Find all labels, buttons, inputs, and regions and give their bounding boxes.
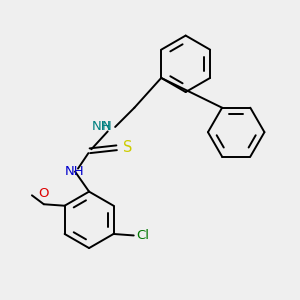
Text: N: N xyxy=(102,121,112,134)
Text: Cl: Cl xyxy=(137,229,150,242)
Text: S: S xyxy=(123,140,133,155)
Text: O: O xyxy=(39,187,49,200)
Text: NH: NH xyxy=(65,165,85,178)
Text: NH: NH xyxy=(92,121,112,134)
